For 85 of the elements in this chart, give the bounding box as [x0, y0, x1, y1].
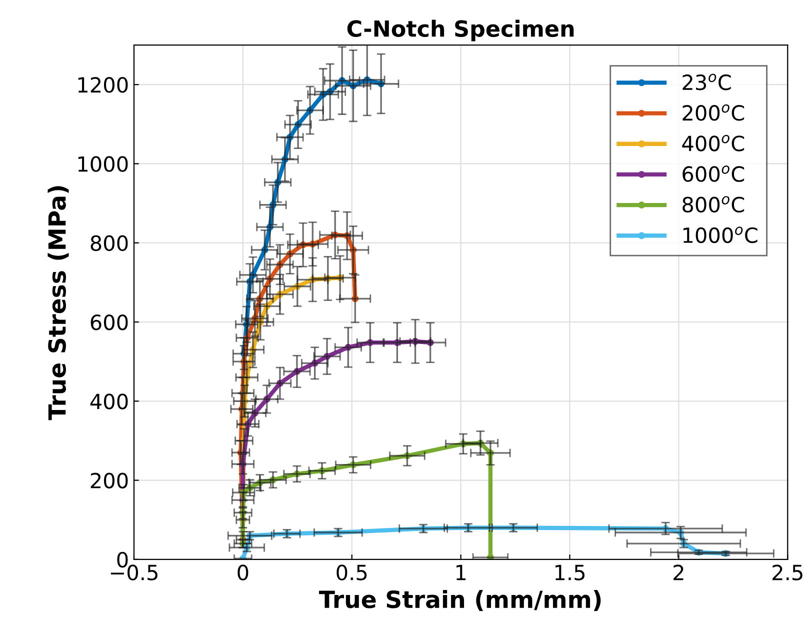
point	[344, 344, 352, 351]
point	[300, 241, 307, 248]
point	[263, 302, 270, 310]
point	[338, 77, 346, 84]
point	[332, 231, 339, 238]
x-tick-label: 1	[456, 564, 466, 580]
point	[240, 358, 248, 366]
point	[352, 295, 359, 302]
point	[249, 271, 256, 278]
y-axis-title: True Stress (MPa)	[48, 186, 69, 420]
y-tick-label: 800	[90, 235, 128, 252]
legend-label: 800$^{o}$C	[682, 196, 744, 213]
point	[243, 374, 250, 381]
point	[276, 380, 284, 387]
x-tick-label: 0.5	[336, 564, 367, 580]
point	[364, 76, 371, 84]
point	[274, 178, 282, 186]
point	[251, 314, 258, 322]
y-tick-label: 400	[90, 394, 128, 410]
point	[261, 246, 268, 254]
point	[344, 232, 351, 240]
x-tick-label: 2.5	[772, 564, 802, 580]
y-tick-label: 1200	[78, 77, 128, 93]
point	[249, 346, 256, 354]
point	[276, 261, 284, 268]
point	[366, 339, 374, 346]
x-tick-label: 1.5	[555, 564, 584, 580]
legend-label: 1000$^{o}$C	[683, 226, 758, 244]
point	[326, 88, 334, 96]
point	[286, 250, 294, 258]
y-tick-label: 600	[90, 314, 128, 330]
point	[320, 91, 327, 98]
point	[394, 339, 401, 346]
point	[293, 470, 300, 478]
legend-label: 23$^{o}$C	[682, 74, 731, 90]
point	[266, 224, 274, 230]
y-tick-label: 200	[90, 472, 128, 488]
x-tick-label: 2	[674, 564, 684, 580]
legend-label: 200$^{o}$C	[682, 104, 744, 121]
point	[426, 339, 434, 346]
point	[282, 156, 288, 163]
point	[677, 529, 684, 536]
point	[309, 240, 316, 248]
point	[324, 352, 330, 360]
chart-title: C-Notch Specimen	[347, 20, 574, 42]
point	[256, 295, 264, 302]
point	[350, 246, 357, 254]
point	[294, 121, 302, 128]
y-tick-label: 1000	[78, 156, 128, 172]
x-tick-label: 0	[238, 564, 248, 580]
point	[662, 525, 670, 532]
point	[324, 274, 332, 282]
point	[244, 420, 252, 428]
x-axis-title: True Strain (mm/mm)	[319, 590, 601, 612]
point	[318, 467, 326, 474]
point	[412, 338, 419, 345]
point	[239, 509, 246, 516]
point	[294, 282, 301, 290]
point	[266, 275, 274, 282]
point	[486, 449, 494, 456]
point	[286, 134, 294, 141]
point	[336, 274, 344, 282]
point	[239, 460, 246, 468]
legend-label: 600$^{o}$C	[682, 165, 744, 182]
point	[306, 106, 314, 114]
point	[256, 318, 264, 326]
point	[350, 461, 357, 468]
point	[404, 452, 411, 460]
point	[460, 440, 467, 448]
point	[263, 396, 270, 403]
point	[246, 278, 254, 286]
point	[276, 290, 284, 298]
point	[311, 360, 318, 367]
point	[270, 201, 276, 208]
point	[486, 554, 494, 560]
point	[270, 476, 276, 484]
point	[350, 82, 357, 90]
point	[251, 410, 258, 416]
point	[293, 368, 300, 375]
point	[378, 80, 385, 88]
legend-label: 400$^{o}$C	[682, 134, 744, 152]
point	[476, 440, 484, 447]
point	[246, 484, 254, 492]
point	[256, 479, 264, 486]
point	[241, 398, 248, 405]
